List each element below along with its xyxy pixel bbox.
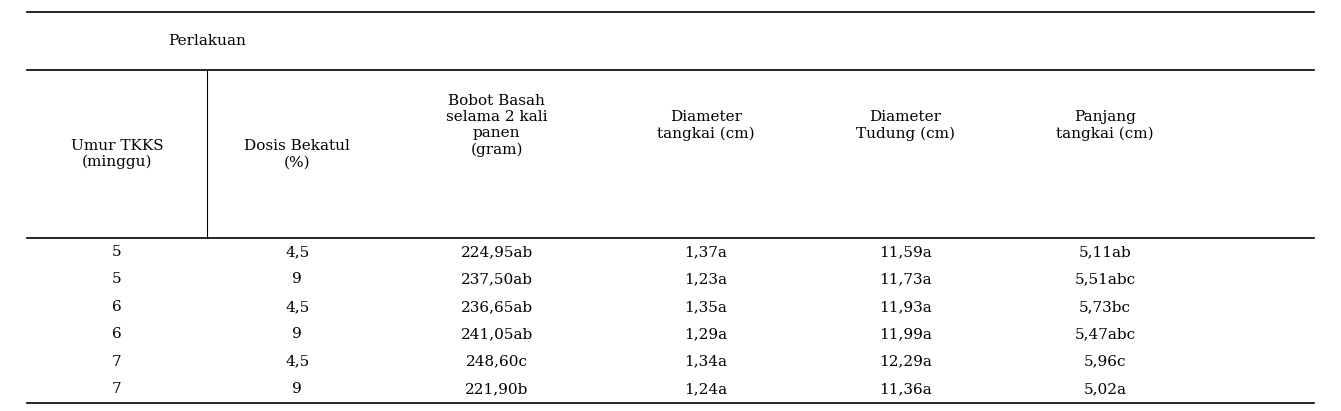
Text: 11,36a: 11,36a xyxy=(880,382,932,396)
Text: 5,02a: 5,02a xyxy=(1084,382,1126,396)
Text: Panjang
tangkai (cm): Panjang tangkai (cm) xyxy=(1057,110,1153,141)
Text: 1,35a: 1,35a xyxy=(684,300,727,314)
Text: Diameter
Tudung (cm): Diameter Tudung (cm) xyxy=(856,110,955,141)
Text: 5: 5 xyxy=(113,272,122,286)
Text: 1,37a: 1,37a xyxy=(684,245,727,259)
Text: 5,96c: 5,96c xyxy=(1084,355,1126,369)
Text: 12,29a: 12,29a xyxy=(878,355,932,369)
Text: 9: 9 xyxy=(292,272,302,286)
Text: 5: 5 xyxy=(113,245,122,259)
Text: 7: 7 xyxy=(113,355,122,369)
Text: 221,90b: 221,90b xyxy=(465,382,528,396)
Text: 1,29a: 1,29a xyxy=(684,327,727,341)
Text: 1,24a: 1,24a xyxy=(684,382,727,396)
Text: 4,5: 4,5 xyxy=(286,300,310,314)
Text: 6: 6 xyxy=(113,300,122,314)
Text: 236,65ab: 236,65ab xyxy=(461,300,532,314)
Text: 248,60c: 248,60c xyxy=(465,355,528,369)
Text: 5,73bc: 5,73bc xyxy=(1080,300,1130,314)
Text: Dosis Bekatul
(%): Dosis Bekatul (%) xyxy=(244,139,350,169)
Text: 4,5: 4,5 xyxy=(286,245,310,259)
Text: 1,34a: 1,34a xyxy=(684,355,727,369)
Text: Diameter
tangkai (cm): Diameter tangkai (cm) xyxy=(657,110,755,141)
Text: 9: 9 xyxy=(292,382,302,396)
Text: Bobot Basah
selama 2 kali
panen
(gram): Bobot Basah selama 2 kali panen (gram) xyxy=(447,94,547,157)
Text: 11,73a: 11,73a xyxy=(880,272,932,286)
Text: Umur TKKS
(minggu): Umur TKKS (minggu) xyxy=(71,139,164,169)
Text: 5,11ab: 5,11ab xyxy=(1078,245,1132,259)
Text: 11,59a: 11,59a xyxy=(880,245,932,259)
Text: 241,05ab: 241,05ab xyxy=(460,327,532,341)
Text: 237,50ab: 237,50ab xyxy=(461,272,532,286)
Text: Perlakuan: Perlakuan xyxy=(168,34,245,48)
Text: 9: 9 xyxy=(292,327,302,341)
Text: 1,23a: 1,23a xyxy=(684,272,727,286)
Text: 5,51abc: 5,51abc xyxy=(1074,272,1136,286)
Text: 7: 7 xyxy=(113,382,122,396)
Text: 5,47abc: 5,47abc xyxy=(1074,327,1136,341)
Text: 224,95ab: 224,95ab xyxy=(460,245,532,259)
Text: 11,93a: 11,93a xyxy=(880,300,932,314)
Text: 11,99a: 11,99a xyxy=(878,327,932,341)
Text: 6: 6 xyxy=(113,327,122,341)
Text: 4,5: 4,5 xyxy=(286,355,310,369)
